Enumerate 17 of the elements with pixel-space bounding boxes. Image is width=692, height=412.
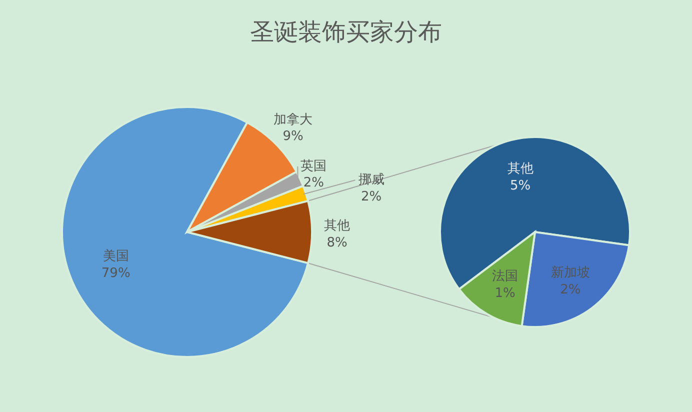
slice-label: 法国 (492, 269, 518, 284)
slice-label: 英国 (300, 158, 327, 174)
data-label: 5% (510, 178, 531, 194)
chart-title: 圣诞装饰买家分布 (250, 18, 442, 46)
slice-label: 挪威 (358, 172, 384, 188)
data-label: 79% (101, 266, 130, 282)
slice-label: 其他 (324, 218, 350, 234)
slice-label: 新加坡 (550, 265, 590, 280)
data-label: 2% (560, 282, 581, 298)
data-label: 9% (282, 129, 304, 144)
slice-label: 美国 (102, 248, 129, 264)
data-label: 8% (326, 235, 348, 250)
data-label: 2% (303, 176, 324, 191)
slice-label: 其他 (507, 161, 534, 176)
data-label: 1% (494, 286, 516, 302)
slice-label: 加拿大 (274, 112, 313, 128)
data-label: 2% (360, 189, 382, 204)
